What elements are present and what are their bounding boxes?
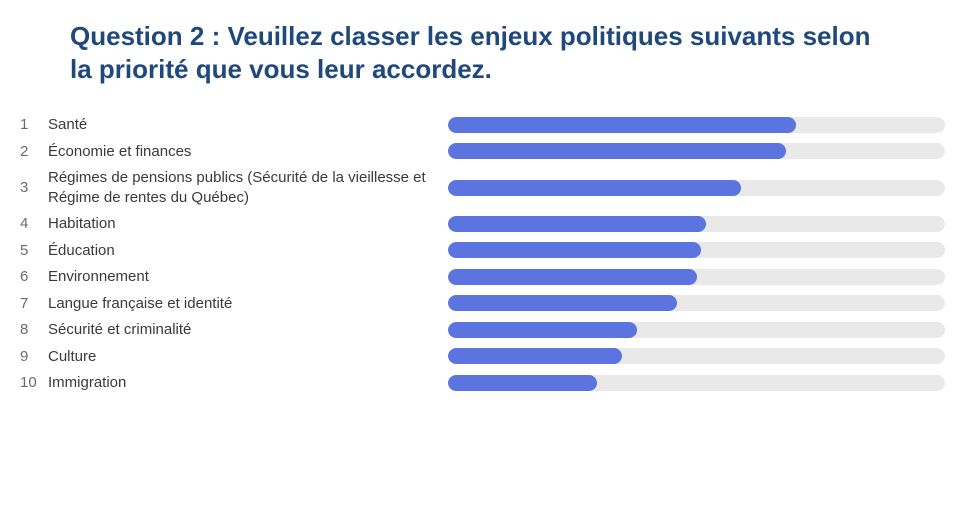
ranking-row: 3Régimes de pensions publics (Sécurité d… xyxy=(0,168,955,207)
bar-fill xyxy=(448,322,637,338)
bar-track xyxy=(448,295,945,311)
bar-track xyxy=(448,269,945,285)
ranking-row: 7Langue française et identité xyxy=(0,294,955,314)
rank-label: Éducation xyxy=(48,241,448,261)
ranking-row: 5Éducation xyxy=(0,241,955,261)
rank-number: 10 xyxy=(20,374,48,391)
bar-fill xyxy=(448,269,697,285)
bar-fill xyxy=(448,216,706,232)
bar-track xyxy=(448,143,945,159)
ranking-row: 2Économie et finances xyxy=(0,142,955,162)
ranking-row: 1Santé xyxy=(0,115,955,135)
ranking-row: 9Culture xyxy=(0,347,955,367)
rank-number: 9 xyxy=(20,348,48,365)
rank-label: Économie et finances xyxy=(48,142,448,162)
ranking-row: 4Habitation xyxy=(0,214,955,234)
question-title: Question 2 : Veuillez classer les enjeux… xyxy=(0,20,955,115)
bar-track xyxy=(448,375,945,391)
ranking-row: 8Sécurité et criminalité xyxy=(0,320,955,340)
rank-label: Habitation xyxy=(48,214,448,234)
rank-number: 2 xyxy=(20,143,48,160)
rank-label: Sécurité et criminalité xyxy=(48,320,448,340)
bar-fill xyxy=(448,117,796,133)
bar-fill xyxy=(448,348,622,364)
rank-label: Culture xyxy=(48,347,448,367)
bar-fill xyxy=(448,180,741,196)
bar-fill xyxy=(448,242,701,258)
rank-label: Régimes de pensions publics (Sécurité de… xyxy=(48,168,448,207)
rank-number: 8 xyxy=(20,321,48,338)
rank-number: 3 xyxy=(20,179,48,196)
rank-label: Environnement xyxy=(48,267,448,287)
bar-track xyxy=(448,348,945,364)
ranking-chart: 1Santé2Économie et finances3Régimes de p… xyxy=(0,115,955,393)
bar-track xyxy=(448,180,945,196)
bar-track xyxy=(448,117,945,133)
bar-fill xyxy=(448,143,786,159)
bar-fill xyxy=(448,295,677,311)
rank-label: Immigration xyxy=(48,373,448,393)
bar-track xyxy=(448,216,945,232)
rank-label: Langue française et identité xyxy=(48,294,448,314)
bar-track xyxy=(448,322,945,338)
rank-number: 4 xyxy=(20,215,48,232)
rank-number: 1 xyxy=(20,116,48,133)
bar-track xyxy=(448,242,945,258)
bar-fill xyxy=(448,375,597,391)
rank-number: 6 xyxy=(20,268,48,285)
rank-number: 5 xyxy=(20,242,48,259)
ranking-row: 10Immigration xyxy=(0,373,955,393)
rank-label: Santé xyxy=(48,115,448,135)
rank-number: 7 xyxy=(20,295,48,312)
ranking-row: 6Environnement xyxy=(0,267,955,287)
